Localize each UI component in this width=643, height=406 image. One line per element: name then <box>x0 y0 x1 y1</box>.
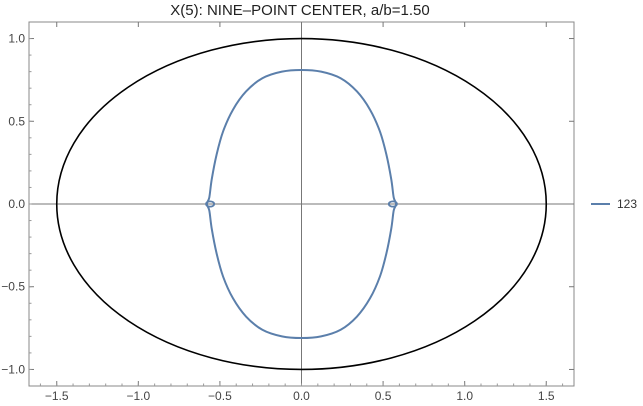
x-tick-label: 0.0 <box>293 389 310 403</box>
chart-title: X(5): NINE–POINT CENTER, a/b=1.50 <box>170 2 429 19</box>
y-tick-label: −1.0 <box>1 362 25 376</box>
series-loop-123 <box>205 200 216 208</box>
x-tick-label: −1.5 <box>45 389 69 403</box>
series-loop-123 <box>387 200 398 208</box>
y-tick-label: 1.0 <box>8 32 25 46</box>
y-tick-label: 0.5 <box>8 114 25 128</box>
ellipse-curve <box>55 37 548 371</box>
y-tick-label: 0.0 <box>8 197 25 211</box>
series-curve-123 <box>205 68 398 340</box>
y-tick-label: −0.5 <box>1 280 25 294</box>
x-tick-label: −0.5 <box>208 389 232 403</box>
axes <box>29 22 574 386</box>
x-tick-label: −1.0 <box>126 389 150 403</box>
x-tick-label: 1.5 <box>538 389 555 403</box>
data-layer <box>55 37 548 371</box>
x-tick-label: 0.5 <box>375 389 392 403</box>
legend: 123 <box>591 197 637 211</box>
x-tick-label: 1.0 <box>456 389 473 403</box>
ticks: −1.5 −1.0 −0.5 0.0 0.5 1.0 1.5 −1.0 −0.5 0.0 0.5 1.… <box>1 22 574 403</box>
legend-label-123: 123 <box>617 197 637 211</box>
